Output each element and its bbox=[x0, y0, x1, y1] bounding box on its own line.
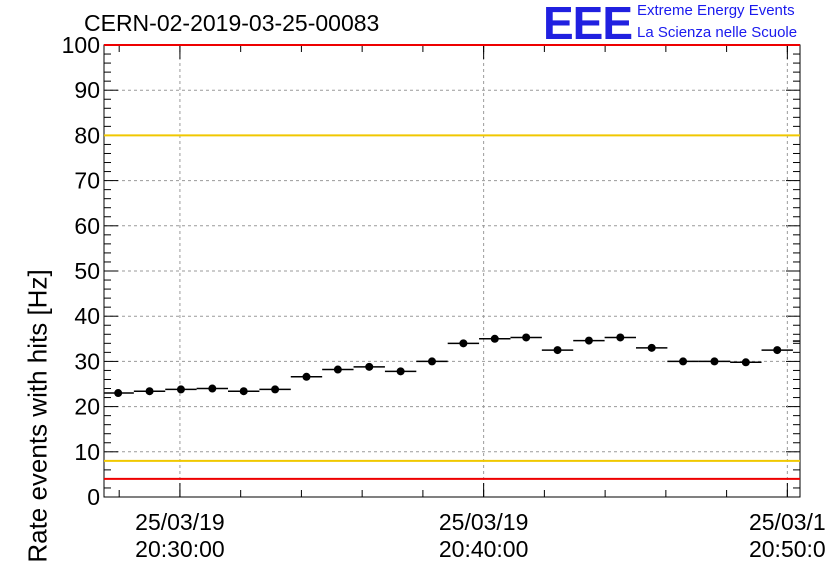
x-tick-label-date: 25/03/19 bbox=[439, 509, 529, 535]
y-tick-label: 30 bbox=[74, 348, 100, 374]
data-point bbox=[710, 357, 718, 365]
data-point bbox=[648, 344, 656, 352]
x-tick-label-time: 20:30:00 bbox=[135, 536, 225, 562]
data-point bbox=[365, 363, 373, 371]
y-axis-label: Rate events with hits [Hz] bbox=[23, 269, 54, 562]
data-point bbox=[616, 333, 624, 341]
data-point bbox=[302, 373, 310, 381]
y-tick-label: 60 bbox=[74, 213, 100, 239]
data-point bbox=[271, 385, 279, 393]
data-point bbox=[585, 337, 593, 345]
x-tick-label-date: 25/03/1 bbox=[749, 509, 826, 535]
x-tick-label-time: 20:50:0 bbox=[749, 536, 826, 562]
y-tick-label: 40 bbox=[74, 303, 100, 329]
y-tick-label: 90 bbox=[74, 77, 100, 103]
x-tick-label-time: 20:40:00 bbox=[439, 536, 529, 562]
y-tick-label: 10 bbox=[74, 439, 100, 465]
chart-title: CERN-02-2019-03-25-00083 bbox=[84, 10, 379, 37]
y-tick-label: 20 bbox=[74, 394, 100, 420]
data-point bbox=[146, 387, 154, 395]
data-point bbox=[773, 346, 781, 354]
data-point bbox=[208, 385, 216, 393]
y-tick-label: 0 bbox=[87, 484, 100, 510]
data-point bbox=[177, 385, 185, 393]
data-point bbox=[459, 339, 467, 347]
logo-line-1: Extreme Energy Events bbox=[637, 2, 795, 19]
data-point bbox=[742, 358, 750, 366]
x-tick-label-date: 25/03/19 bbox=[135, 509, 225, 535]
data-point bbox=[397, 367, 405, 375]
data-point bbox=[679, 357, 687, 365]
y-tick-label: 70 bbox=[74, 168, 100, 194]
data-point bbox=[428, 357, 436, 365]
y-tick-label: 50 bbox=[74, 258, 100, 284]
data-point bbox=[240, 387, 248, 395]
data-point bbox=[114, 389, 122, 397]
data-point bbox=[334, 366, 342, 374]
logo-line-2: La Scienza nelle Scuole bbox=[637, 24, 797, 41]
eee-logo: EEE bbox=[543, 0, 632, 46]
data-point bbox=[491, 335, 499, 343]
data-point bbox=[554, 346, 562, 354]
y-tick-label: 80 bbox=[74, 122, 100, 148]
data-point bbox=[522, 333, 530, 341]
